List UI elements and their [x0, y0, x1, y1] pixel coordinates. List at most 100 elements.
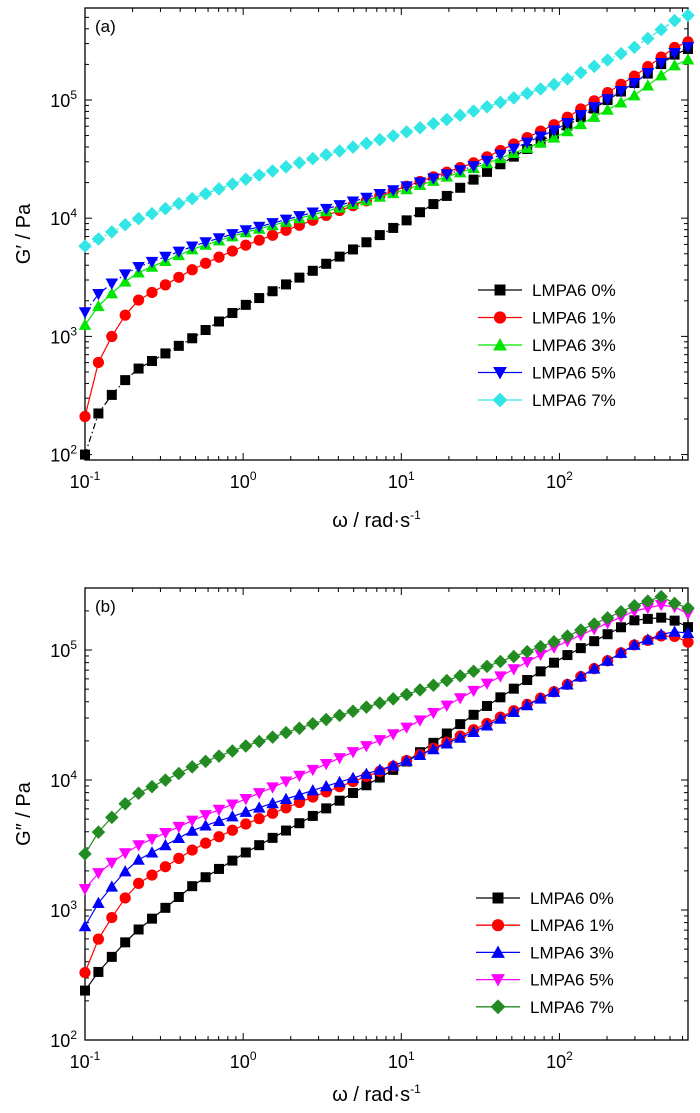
data-point [252, 801, 266, 813]
data-point [133, 363, 144, 374]
data-point [93, 408, 104, 419]
data-point [279, 214, 293, 226]
data-point [399, 687, 414, 702]
data-point [321, 803, 332, 814]
data-point [293, 770, 306, 782]
data-point [105, 880, 119, 892]
data-point [131, 786, 146, 801]
legend-marker [493, 311, 507, 324]
data-point [319, 779, 333, 792]
data-point [239, 172, 253, 187]
data-point [560, 629, 575, 643]
data-point [332, 708, 347, 723]
data-point [601, 654, 614, 666]
data-point [160, 902, 171, 913]
data-point [280, 802, 292, 814]
data-point [132, 853, 145, 865]
data-point [413, 748, 427, 761]
data-point [668, 625, 681, 637]
data-point [226, 229, 239, 241]
data-point [641, 633, 655, 645]
data-point [467, 685, 480, 698]
data-point [654, 628, 668, 640]
data-point [440, 169, 454, 181]
data-point [253, 813, 265, 825]
data-point [507, 664, 521, 676]
data-point [78, 884, 92, 896]
data-point [240, 239, 252, 251]
data-point [160, 348, 171, 359]
data-point [307, 810, 318, 821]
data-point [413, 121, 427, 135]
data-point [360, 741, 373, 753]
data-point [427, 743, 440, 755]
data-point [480, 678, 494, 690]
panel-a: 10-1 100 101 102 102 103 104 105 (a) ω / rad·s-1 G… [13, 7, 695, 532]
data-point [413, 177, 427, 189]
series-line [84, 631, 689, 927]
data-point [106, 951, 117, 962]
data-point [173, 852, 185, 864]
data-point [386, 692, 400, 706]
data-point [252, 168, 266, 182]
data-point [92, 289, 105, 301]
data-point [641, 79, 655, 91]
x-tick-label: 102 [546, 1049, 573, 1072]
data-point [133, 924, 144, 935]
plot-frame [84, 587, 689, 1041]
data-point [186, 264, 198, 276]
data-point [628, 78, 641, 90]
data-point [415, 207, 425, 218]
data-point [252, 221, 266, 233]
data-point [520, 137, 534, 149]
y-tick-label: 104 [50, 206, 77, 229]
data-point [198, 754, 213, 769]
data-point [78, 847, 92, 861]
data-point [614, 646, 628, 658]
data-point [212, 749, 226, 763]
x-axis-title: ω / rad·s-1 [332, 508, 421, 532]
data-point [534, 649, 547, 662]
data-point [535, 666, 546, 677]
data-point [427, 707, 440, 720]
data-point [252, 788, 266, 800]
data-point [78, 318, 92, 330]
data-point [91, 825, 106, 839]
series-4 [78, 599, 695, 896]
data-point [293, 211, 306, 223]
data-point [507, 705, 521, 718]
data-point [668, 48, 681, 60]
y-tick-label: 102 [50, 1028, 77, 1051]
data-point [226, 824, 238, 836]
x-tick-label: 100 [230, 469, 257, 492]
data-point [200, 257, 212, 269]
data-point [373, 132, 387, 147]
data-point [627, 40, 642, 55]
data-point [561, 125, 574, 137]
data-point [467, 725, 480, 737]
series-line [84, 41, 689, 417]
data-point [587, 102, 601, 114]
data-point [265, 164, 280, 178]
data-point [574, 65, 588, 80]
data-point [173, 340, 184, 351]
legend-label: LMPA6 0% [532, 281, 616, 300]
data-point [359, 700, 374, 714]
data-point [92, 868, 105, 880]
data-point [280, 224, 292, 236]
data-point [587, 617, 601, 631]
data-point [547, 77, 561, 92]
data-point [533, 82, 548, 96]
data-point [348, 787, 358, 798]
data-point [520, 699, 534, 711]
data-point [279, 792, 293, 804]
data-point [601, 94, 614, 106]
data-point [159, 279, 171, 291]
series-1 [80, 612, 693, 996]
data-point [373, 188, 387, 201]
data-point [253, 234, 265, 246]
data-point [79, 410, 91, 423]
axis-ticks [84, 587, 688, 1041]
data-point [212, 804, 226, 817]
data-point [294, 818, 305, 829]
